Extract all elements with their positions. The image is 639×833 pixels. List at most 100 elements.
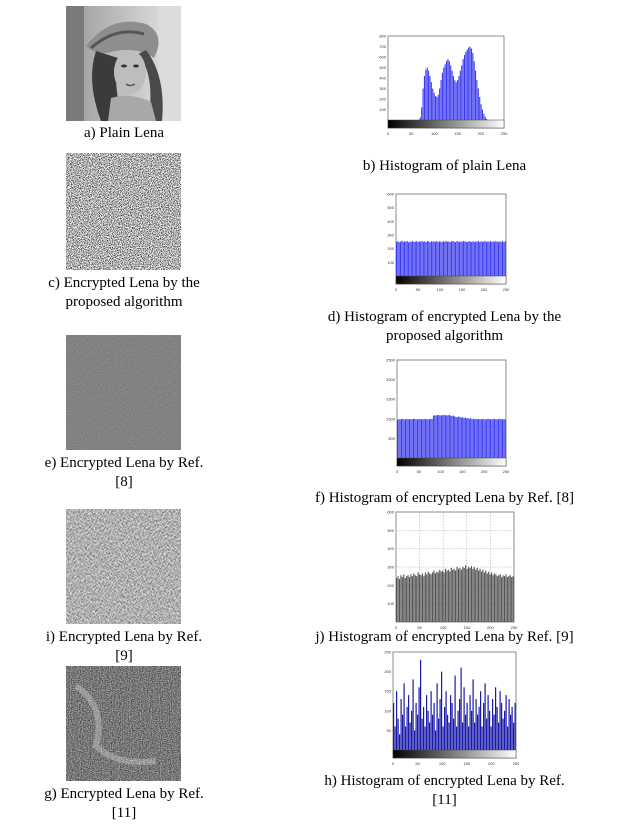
- histogram-bar: [454, 675, 456, 750]
- histogram-bar: [485, 241, 487, 276]
- histogram-bar: [483, 702, 485, 750]
- histogram-bar: [477, 714, 479, 750]
- histogram-bar: [488, 241, 490, 276]
- x-tick-label: 0: [396, 469, 399, 474]
- histogram-bar: [499, 574, 501, 622]
- histogram-bar: [480, 104, 482, 120]
- y-tick-label: 200: [379, 97, 386, 102]
- caption-f: f) Histogram of encrypted Lena by Ref. […: [314, 490, 575, 506]
- histogram-bar: [415, 702, 417, 750]
- histogram-bar: [472, 418, 474, 458]
- histogram-bar: [455, 416, 457, 458]
- histogram-bar: [436, 241, 438, 276]
- caption-j: j) Histogram of encrypted Lena by Ref. […: [315, 629, 574, 645]
- histogram-bar: [397, 576, 399, 622]
- histogram-bar: [503, 242, 505, 276]
- histogram-bar: [453, 568, 455, 622]
- histogram-bar: [439, 699, 441, 750]
- histogram-bar: [456, 241, 458, 276]
- histogram-bar: [489, 241, 491, 276]
- histogram-bar: [511, 577, 513, 622]
- histogram-bar: [486, 573, 488, 622]
- histogram-bar: [441, 671, 443, 750]
- histogram-bar: [433, 702, 435, 750]
- histogram-bar: [471, 241, 473, 276]
- histogram-bar: [406, 576, 408, 622]
- y-tick-label: 100: [387, 260, 394, 265]
- histogram-bar: [511, 706, 513, 750]
- histogram-bar: [467, 242, 469, 276]
- plain-lena-image: [66, 6, 181, 121]
- histogram-bar: [439, 569, 441, 622]
- histogram-bar: [455, 570, 457, 622]
- histogram-bar: [431, 419, 433, 458]
- histogram-bar: [417, 572, 419, 622]
- histogram-bar: [502, 718, 504, 750]
- histogram-bar: [470, 418, 472, 458]
- histogram-bar: [479, 568, 481, 622]
- x-tick-label: 0: [395, 287, 398, 292]
- histogram-bar: [423, 75, 425, 120]
- histogram-bar: [472, 679, 474, 750]
- grayscale-colorbar: [392, 749, 517, 759]
- histogram-bar: [419, 419, 421, 458]
- histogram-bar: [493, 573, 495, 622]
- y-tick-label: 500: [387, 205, 394, 210]
- histogram-bar: [468, 418, 470, 458]
- histogram-bar: [496, 241, 498, 276]
- histogram-bar: [404, 241, 406, 276]
- histogram-bar: [472, 241, 474, 276]
- y-tick-label: 400: [387, 219, 394, 224]
- histogram-bar: [456, 417, 458, 458]
- histogram-bar: [476, 80, 478, 120]
- histogram-bar: [430, 241, 432, 276]
- histogram-bar: [418, 241, 420, 276]
- histogram-bar: [492, 699, 494, 750]
- x-tick-label: 150: [459, 469, 466, 474]
- histogram-bar: [493, 241, 495, 276]
- histogram-bar: [413, 241, 415, 276]
- histogram-bar: [420, 659, 422, 750]
- histogram-bar: [476, 567, 478, 622]
- histogram-bar: [472, 52, 474, 120]
- histogram-bar: [434, 415, 436, 458]
- histogram-bar: [482, 569, 484, 622]
- histogram-bar: [396, 241, 398, 276]
- caption-h: h) Histogram of encrypted Lena by Ref. […: [324, 773, 565, 808]
- histogram-bar: [431, 572, 434, 622]
- histogram-bar: [414, 241, 416, 276]
- histogram-bar: [496, 706, 498, 750]
- histogram-bar: [412, 418, 415, 458]
- histogram-bar: [500, 419, 502, 458]
- histogram-bar: [429, 722, 431, 750]
- histogram-bar: [408, 419, 411, 458]
- histogram-bar: [489, 710, 491, 750]
- histogram-bar: [510, 714, 512, 750]
- histogram-bar: [506, 577, 508, 622]
- histogram-bar: [464, 417, 466, 458]
- histogram-bar: [451, 702, 453, 750]
- y-tick-label: 400: [379, 76, 386, 81]
- y-tick-label: 600: [387, 510, 394, 515]
- x-tick-label: 200: [477, 131, 484, 136]
- histogram-bar: [508, 699, 510, 750]
- histogram-bar: [476, 419, 478, 458]
- histogram-bar: [410, 419, 412, 458]
- histogram-bar: [424, 726, 426, 750]
- histogram-bar: [450, 415, 452, 458]
- histogram-bar: [447, 569, 449, 622]
- histogram-bar: [443, 572, 445, 622]
- histogram-bar: [425, 69, 427, 120]
- histogram-bar: [411, 576, 413, 622]
- x-tick-label: 50: [409, 131, 414, 136]
- grayscale-colorbar: [396, 457, 507, 467]
- histogram-bar: [504, 241, 506, 276]
- y-tick-label: 400: [387, 546, 394, 551]
- histogram-bar: [468, 47, 470, 120]
- histogram-bar: [466, 568, 468, 622]
- histogram-bar: [420, 241, 422, 276]
- histogram-bar: [501, 241, 504, 276]
- histogram-bar: [403, 683, 405, 750]
- histogram-bar: [451, 70, 453, 120]
- caption-d: d) Histogram of encrypted Lena by the pr…: [327, 309, 562, 344]
